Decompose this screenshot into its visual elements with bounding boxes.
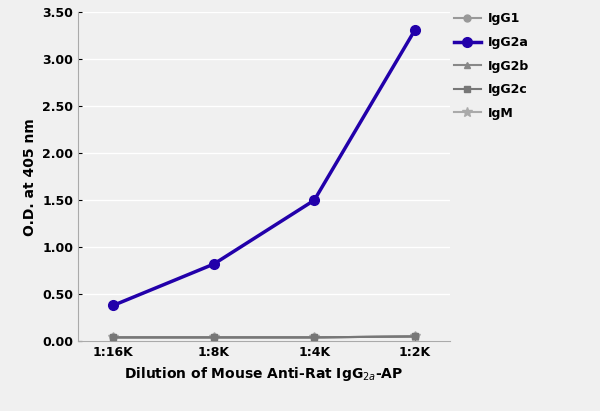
Line: IgM: IgM <box>109 332 419 342</box>
Line: IgG2a: IgG2a <box>109 25 419 310</box>
IgG2b <box>411 334 418 339</box>
IgG2a <box>311 198 318 203</box>
IgM <box>411 334 418 339</box>
IgG1 <box>411 334 418 339</box>
IgG2c <box>110 335 117 340</box>
Legend: IgG1, IgG2a, IgG2b, IgG2c, IgM: IgG1, IgG2a, IgG2b, IgG2c, IgM <box>454 12 529 120</box>
IgM <box>110 335 117 340</box>
Line: IgG2b: IgG2b <box>110 333 418 341</box>
IgG2b <box>110 335 117 340</box>
IgG2a <box>411 28 418 32</box>
IgG2b <box>311 335 318 340</box>
IgG2a <box>110 303 117 308</box>
IgM <box>311 335 318 340</box>
IgG2b <box>210 335 217 340</box>
X-axis label: Dilution of Mouse Anti-Rat IgG$_{2a}$-AP: Dilution of Mouse Anti-Rat IgG$_{2a}$-AP <box>124 365 404 383</box>
IgG1 <box>210 335 217 340</box>
IgG2c <box>210 335 217 340</box>
IgG1 <box>311 335 318 340</box>
IgG2a <box>210 262 217 267</box>
Line: IgG1: IgG1 <box>110 333 418 341</box>
Line: IgG2c: IgG2c <box>110 333 418 341</box>
IgG1 <box>110 335 117 340</box>
IgG2c <box>311 335 318 340</box>
IgG2c <box>411 334 418 339</box>
IgM <box>210 335 217 340</box>
Y-axis label: O.D. at 405 nm: O.D. at 405 nm <box>23 118 37 236</box>
